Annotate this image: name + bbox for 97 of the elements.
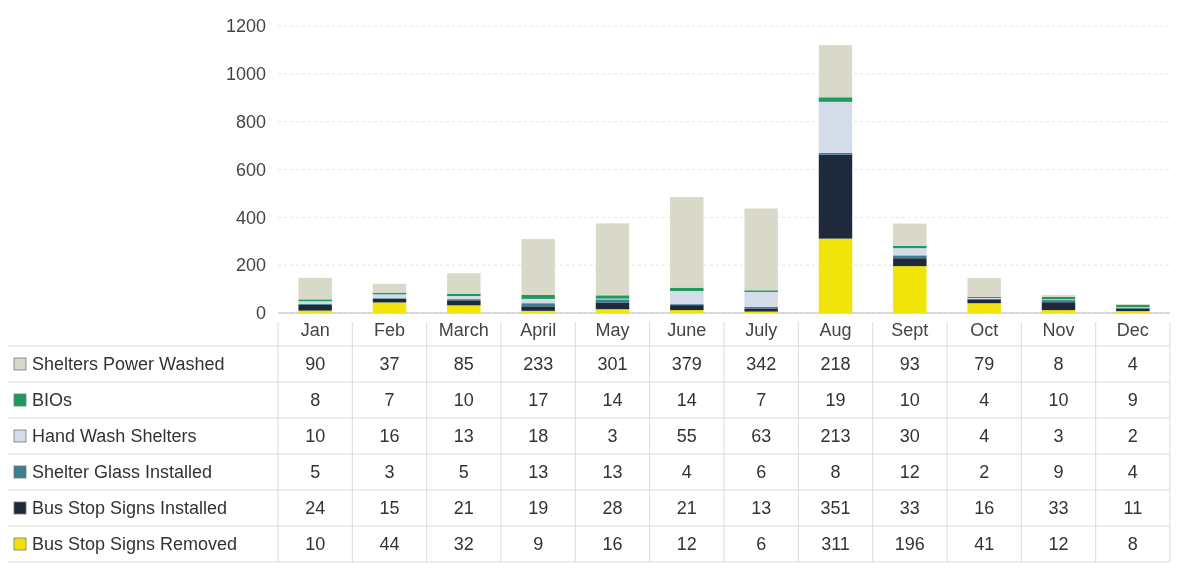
legend-label: Bus Stop Signs Installed: [32, 498, 228, 519]
data-label: 16: [602, 534, 623, 555]
legend-label: BIOs: [32, 390, 73, 411]
data-label: 311: [821, 534, 850, 555]
data-label: 12: [676, 534, 697, 555]
data-label: 4: [1127, 354, 1138, 375]
legend-label: Shelters Power Washed: [32, 354, 225, 375]
data-label: 30: [899, 426, 920, 447]
data-label: 6: [756, 534, 767, 555]
data-label: 301: [597, 354, 628, 375]
data-label: 12: [1048, 534, 1069, 555]
x-tick-label: July: [745, 320, 778, 340]
data-label: 196: [894, 534, 925, 555]
data-label: 14: [602, 390, 623, 411]
data-label: 8: [310, 390, 321, 411]
x-tick-label: June: [667, 320, 707, 340]
data-label: 93: [899, 354, 920, 375]
x-tick-label: Sept: [891, 320, 929, 340]
y-tick-label: 200: [235, 255, 266, 276]
legend-label: Bus Stop Signs Removed: [32, 534, 238, 555]
data-label: 16: [379, 426, 400, 447]
y-tick-label: 600: [235, 159, 266, 180]
x-tick-label: Oct: [970, 320, 999, 340]
data-label: 16: [974, 498, 995, 519]
data-label: 44: [379, 534, 400, 555]
data-label: 8: [1053, 354, 1064, 375]
x-tick-label: Nov: [1042, 320, 1075, 340]
y-tick-label: 400: [235, 207, 266, 228]
legend-label: Shelter Glass Installed: [32, 462, 213, 483]
data-label: 33: [899, 498, 920, 519]
legend-label: Hand Wash Shelters: [32, 426, 197, 447]
data-label: 17: [528, 390, 549, 411]
data-label: 379: [671, 354, 702, 375]
x-tick-label: Aug: [819, 320, 852, 340]
data-label: 8: [1127, 534, 1138, 555]
data-label: 10: [1048, 390, 1069, 411]
data-label: 15: [379, 498, 400, 519]
data-label: 10: [899, 390, 920, 411]
data-label: 21: [453, 498, 474, 519]
data-label: 85: [453, 354, 474, 375]
data-label: 24: [305, 498, 326, 519]
data-label: 9: [1127, 390, 1138, 411]
y-tick-label: 1200: [225, 16, 266, 37]
x-tick-label: May: [595, 320, 630, 340]
data-label: 90: [305, 354, 326, 375]
data-label: 2: [1127, 426, 1138, 447]
x-tick-label: Feb: [373, 320, 406, 340]
data-label: 21: [676, 498, 697, 519]
data-label: 12: [899, 462, 920, 483]
x-tick-label: Jan: [300, 320, 330, 340]
y-tick-label: 0: [255, 303, 266, 324]
x-tick-label: Dec: [1116, 320, 1149, 340]
data-label: 32: [453, 534, 474, 555]
data-label: 33: [1048, 498, 1069, 519]
data-label: 14: [676, 390, 697, 411]
data-label: 9: [533, 534, 544, 555]
data-label: 19: [825, 390, 846, 411]
data-label: 63: [751, 426, 772, 447]
data-label: 37: [379, 354, 400, 375]
data-label: 4: [979, 426, 990, 447]
data-label: 8: [830, 462, 841, 483]
data-label: 4: [979, 390, 990, 411]
data-label: 3: [607, 426, 618, 447]
data-label: 218: [820, 354, 851, 375]
data-label: 55: [676, 426, 697, 447]
x-tick-label: April: [520, 320, 557, 340]
data-label: 10: [305, 534, 326, 555]
data-label: 9: [1053, 462, 1064, 483]
y-tick-label: 1000: [225, 64, 266, 85]
data-label: 10: [305, 426, 326, 447]
data-label: 5: [458, 462, 469, 483]
data-label: 6: [756, 462, 767, 483]
data-label: 2: [979, 462, 990, 483]
data-label: 3: [384, 462, 395, 483]
data-label: 4: [1127, 462, 1138, 483]
data-label: 13: [528, 462, 549, 483]
data-label: 213: [820, 426, 851, 447]
data-label: 5: [310, 462, 321, 483]
data-label: 41: [974, 534, 995, 555]
data-label: 7: [384, 390, 395, 411]
data-label: 18: [528, 426, 549, 447]
data-label: 10: [453, 390, 474, 411]
data-label: 233: [523, 354, 554, 375]
data-label: 7: [756, 390, 767, 411]
data-label: 79: [974, 354, 995, 375]
data-label: 13: [453, 426, 474, 447]
x-tick-label: March: [438, 320, 489, 340]
y-tick-label: 800: [235, 111, 266, 132]
data-label: 19: [528, 498, 549, 519]
data-label: 11: [1123, 498, 1143, 519]
data-label: 3: [1053, 426, 1064, 447]
data-label: 4: [681, 462, 692, 483]
data-label: 13: [602, 462, 623, 483]
data-label: 351: [820, 498, 851, 519]
data-label: 28: [602, 498, 623, 519]
data-label: 342: [746, 354, 777, 375]
data-label: 13: [751, 498, 772, 519]
